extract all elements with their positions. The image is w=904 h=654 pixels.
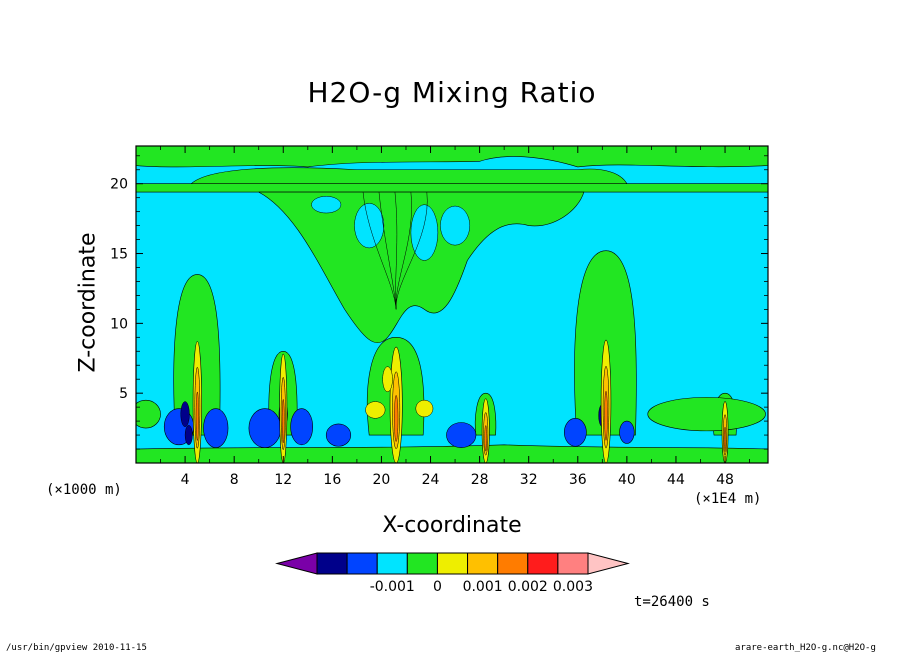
moist-blob [382, 366, 393, 393]
moist-core-peak [484, 425, 488, 452]
moist-blob [415, 399, 434, 418]
upper-moist-band [136, 146, 768, 168]
dry-lobe [203, 408, 229, 448]
x-tick-label: 36 [569, 472, 587, 488]
x-tick-label: 16 [323, 472, 341, 488]
y-tick-label: 10 [110, 316, 128, 332]
x-unit-left: (×1000 m) [46, 482, 122, 498]
dry-lobe [446, 422, 477, 448]
x-tick-label: 20 [373, 472, 391, 488]
tropopause-band [136, 183, 768, 193]
anvil-hole [440, 205, 471, 246]
time-label: t=26400 s [634, 594, 710, 610]
dry-lobe [248, 408, 282, 448]
moist-core-peak [394, 395, 399, 442]
very-dry-core [184, 425, 193, 446]
moist-core-peak [195, 391, 199, 441]
y-tick-label: 5 [119, 386, 128, 402]
y-tick-label: 15 [110, 247, 128, 263]
anvil-hole [410, 204, 439, 261]
dry-lobe [290, 408, 314, 446]
anvil-hole [311, 196, 342, 214]
x-axis-label: X-coordinate [382, 513, 522, 538]
x-tick-label: 44 [667, 472, 685, 488]
y-tick-label: 20 [110, 177, 128, 193]
left-moist-lens [136, 399, 161, 429]
x-tick-label: 48 [716, 472, 734, 488]
dry-lobe [563, 418, 587, 447]
x-tick-label: 24 [422, 472, 440, 488]
anvil-hole [354, 203, 385, 249]
colorbar-cell [436, 552, 469, 575]
dry-lobe [619, 420, 635, 444]
colorbar-over-arrow [587, 552, 630, 575]
colorbar-label: 0.003 [553, 579, 593, 595]
colorbar-cell [557, 552, 589, 575]
upper-green-lens [190, 167, 628, 185]
moist-blob [365, 401, 386, 419]
colorbar-cell [497, 552, 529, 575]
colorbar-cell [467, 552, 499, 575]
moist-core-peak [604, 390, 608, 441]
x-tick-label: 32 [520, 472, 538, 488]
colorbar-cell [346, 552, 378, 575]
colorbar-cell [316, 552, 348, 575]
anvil-streak [395, 192, 428, 310]
x-tick-label: 28 [471, 472, 489, 488]
colorbar-under-arrow [275, 552, 318, 575]
right-moist-lens [647, 397, 766, 432]
chart-title: H2O-g Mixing Ratio [307, 76, 597, 109]
plot-frame [135, 145, 769, 464]
anvil-streak [395, 192, 412, 310]
moist-core-peak [723, 426, 727, 452]
very-dry-core [180, 401, 190, 427]
colorbar-cell [376, 552, 408, 575]
anvil-streak [394, 192, 398, 310]
moist-core-peak [281, 399, 285, 444]
dry-lobe [325, 423, 352, 447]
footer-file: arare-earth_H2O-g.nc@H2O-g [735, 643, 876, 653]
y-axis-label: Z-coordinate [75, 232, 101, 373]
x-unit-right: (×1E4 m) [694, 491, 762, 507]
x-tick-label: 12 [274, 472, 292, 488]
central-anvil [258, 191, 585, 343]
surface-layer [136, 444, 768, 463]
footer-program: /usr/bin/gpview 2010-11-15 [6, 643, 147, 653]
colorbar-cell [406, 552, 438, 575]
x-tick-label: 4 [181, 472, 190, 488]
colorbar: -0.001 0 0.001 0.002 0.003 [275, 552, 630, 595]
x-tick-label: 40 [618, 472, 636, 488]
colorbar-label: 0.002 [508, 579, 548, 595]
colorbar-cell [527, 552, 559, 575]
contour-field [136, 146, 768, 463]
x-tick-label: 8 [230, 472, 239, 488]
colorbar-label: 0.001 [463, 579, 503, 595]
colorbar-label: -0.001 [370, 579, 415, 595]
anvil-streak [378, 192, 397, 310]
anvil-streak [362, 192, 397, 310]
colorbar-label: 0 [433, 579, 442, 595]
